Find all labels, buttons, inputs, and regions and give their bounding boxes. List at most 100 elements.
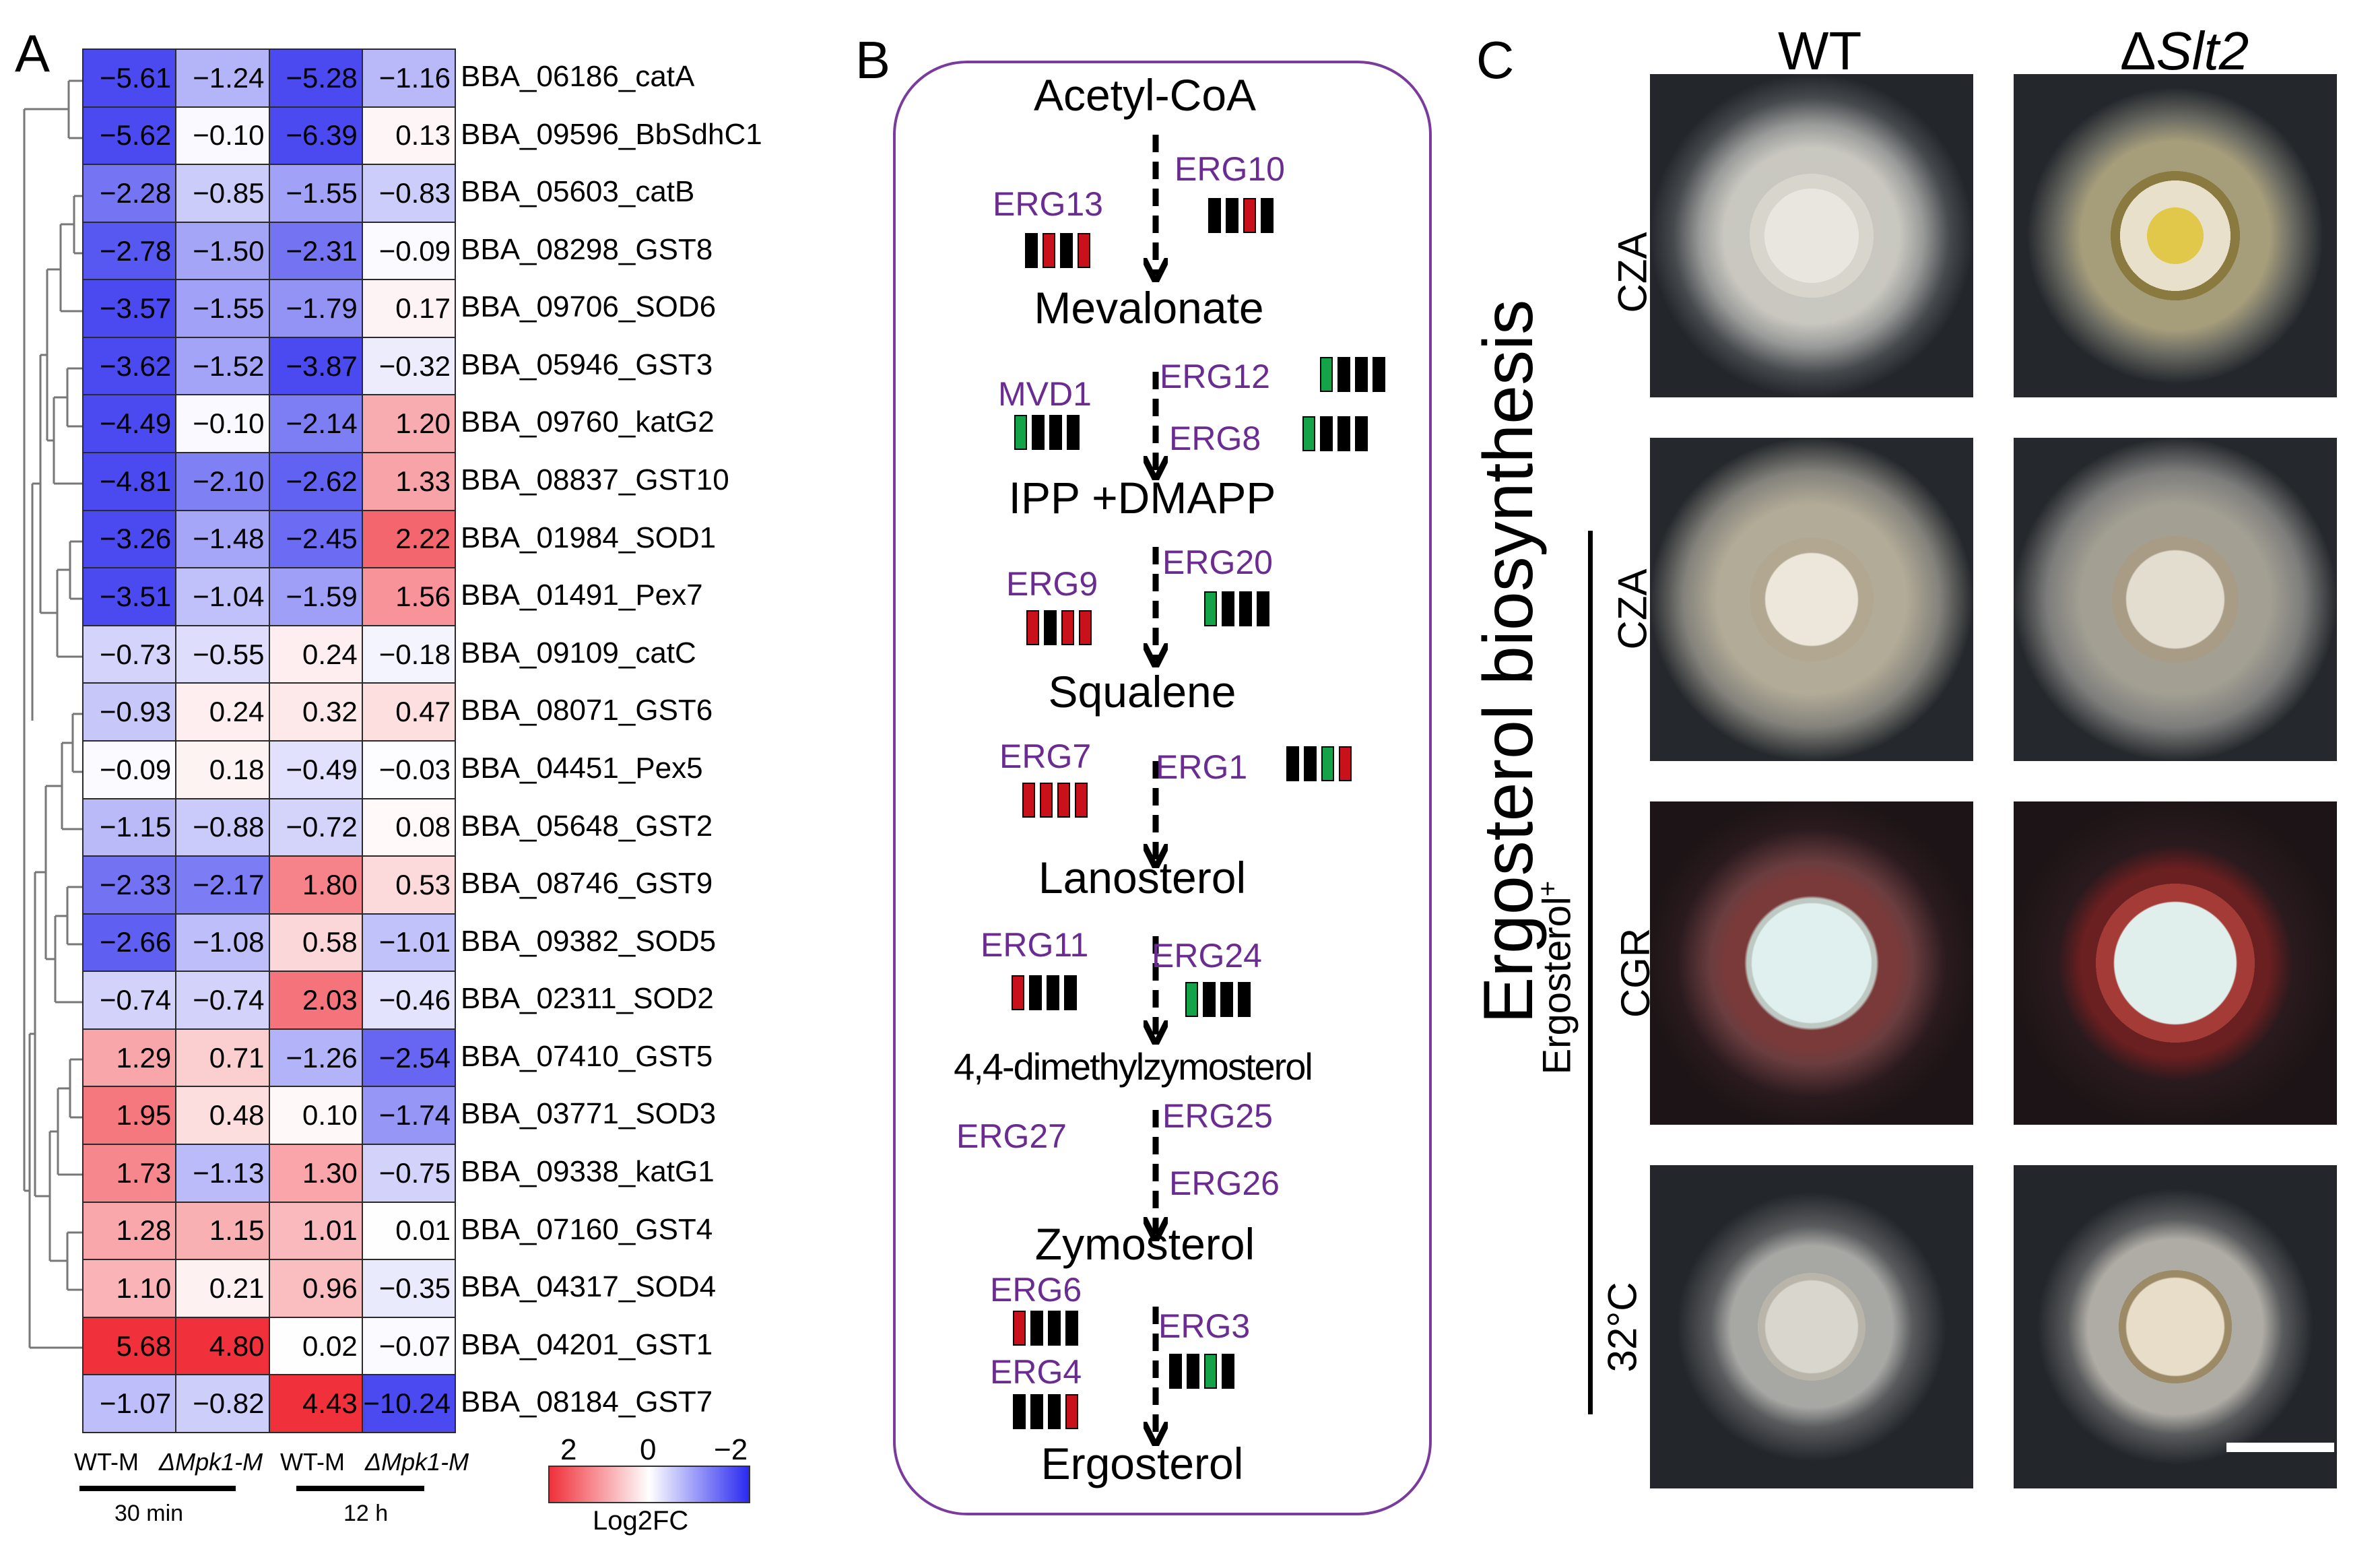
heatmap-cell: 0.21 xyxy=(175,1259,270,1318)
gene-label: BBA_03771_SOD3 xyxy=(461,1097,717,1131)
expression-bar xyxy=(1208,198,1221,233)
heatmap-cell: 0.32 xyxy=(268,682,363,742)
scale-bar xyxy=(2226,1443,2334,1452)
heatmap-cell: 0.13 xyxy=(361,106,456,166)
pathway-frame xyxy=(893,61,1432,1515)
metabolite-ipp-dmapp: IPP +DMAPP xyxy=(1008,473,1276,523)
expression-bar xyxy=(1204,1354,1217,1389)
gene-label: BBA_08298_GST8 xyxy=(461,232,713,266)
metabolite-acetyl-coa: Acetyl-CoA xyxy=(1033,70,1257,120)
enzyme-erg10: ERG10 xyxy=(1175,150,1285,188)
expression-bar xyxy=(1012,975,1024,1010)
heatmap-cell: 1.95 xyxy=(82,1086,177,1146)
metabolite-zymosterol: Zymosterol xyxy=(1034,1219,1255,1269)
heatmap-cell: −0.07 xyxy=(361,1316,456,1376)
heatmap-cell: −2.28 xyxy=(82,164,177,223)
expression-bar xyxy=(1169,1354,1182,1389)
heatmap-cell: −1.59 xyxy=(268,567,363,626)
expression-bars-erg1 xyxy=(1286,746,1352,781)
expression-bars-erg7 xyxy=(1022,783,1088,818)
heatmap-cell: 0.71 xyxy=(175,1028,270,1088)
expression-bar xyxy=(1079,610,1092,645)
expression-bar xyxy=(1339,746,1352,781)
gene-label: BBA_08184_GST7 xyxy=(461,1385,713,1419)
heatmap-grid: −5.61 −1.24 −5.28 −1.16 −5.62 −0.10 −6.39 0.13−… xyxy=(82,48,456,1433)
condition-label-cza-top: CZA xyxy=(1610,232,1655,313)
gene-label: BBA_09760_katG2 xyxy=(461,405,715,439)
expression-bar xyxy=(1226,198,1238,233)
gene-label: BBA_04201_GST1 xyxy=(461,1327,713,1361)
gene-label: BBA_08746_GST9 xyxy=(461,867,713,900)
expression-bar xyxy=(1030,1394,1043,1429)
enzyme-erg11: ERG11 xyxy=(981,926,1089,964)
expression-bar xyxy=(1261,198,1274,233)
expression-bar xyxy=(1032,415,1045,450)
expression-bar xyxy=(1048,1394,1061,1429)
gene-label: BBA_09382_SOD5 xyxy=(461,924,717,958)
heatmap-cell: −0.09 xyxy=(82,740,177,799)
gene-label: BBA_09706_SOD6 xyxy=(461,290,717,324)
heatmap-cell: 0.18 xyxy=(175,740,270,799)
heatmap-cell: 1.29 xyxy=(82,1028,177,1088)
heatmap-cell: 1.28 xyxy=(82,1201,177,1261)
gene-label: BBA_07410_GST5 xyxy=(461,1039,713,1073)
expression-bar xyxy=(1040,783,1053,818)
heatmap-cell: −1.55 xyxy=(268,164,363,223)
heatmap-cell: −0.74 xyxy=(175,971,270,1030)
enzyme-mvd1: MVD1 xyxy=(998,375,1092,413)
heatmap-cell: −6.39 xyxy=(268,106,363,166)
expression-bar xyxy=(1257,591,1269,626)
heatmap-cell: −2.14 xyxy=(268,394,363,454)
panel-label-c: C xyxy=(1476,30,1515,90)
heatmap-cell: −0.74 xyxy=(82,971,177,1030)
heatmap-cell: −1.04 xyxy=(175,567,270,626)
heatmap-cell: −1.79 xyxy=(268,279,363,338)
heatmap-cell: −0.10 xyxy=(175,394,270,454)
heatmap-cell: 1.80 xyxy=(268,855,363,915)
expression-bar xyxy=(1185,982,1198,1017)
heatmap-cell: −2.31 xyxy=(268,221,363,281)
gene-label: BBA_08837_GST10 xyxy=(461,463,729,497)
heatmap-cell: −0.49 xyxy=(268,740,363,799)
heatmap-cell: 0.17 xyxy=(361,279,456,338)
col-label-wt-12h: WT-M xyxy=(280,1448,345,1476)
gene-label: BBA_01491_Pex7 xyxy=(461,579,703,612)
heatmap-cell: −1.07 xyxy=(82,1374,177,1433)
expression-bar xyxy=(1373,357,1385,392)
legend-tick-pos2: 2 xyxy=(560,1433,577,1466)
gene-label: BBA_09109_catC xyxy=(461,636,696,669)
expression-bar xyxy=(1044,610,1057,645)
metabolite-ergosterol: Ergosterol xyxy=(1040,1439,1244,1488)
enzyme-erg12: ERG12 xyxy=(1160,358,1270,395)
heatmap-cell: 1.30 xyxy=(268,1144,363,1203)
heatmap-cell: 1.15 xyxy=(175,1201,270,1261)
expression-bar xyxy=(1187,1354,1199,1389)
heatmap-cell: −0.72 xyxy=(268,797,363,857)
metabolite-lanosterol: Lanosterol xyxy=(1038,853,1247,902)
heatmap-cell: −3.57 xyxy=(82,279,177,338)
col-label-mpk1-12h: ΔMpk1-M xyxy=(365,1448,469,1476)
heatmap-cell: 4.43 xyxy=(268,1374,363,1433)
enzyme-erg13: ERG13 xyxy=(993,185,1103,223)
enzyme-erg20: ERG20 xyxy=(1162,544,1273,581)
heatmap-cell: −0.10 xyxy=(175,106,270,166)
enzyme-erg26: ERG26 xyxy=(1169,1164,1280,1202)
heatmap-cell: 1.33 xyxy=(361,452,456,511)
enzyme-erg4: ERG4 xyxy=(990,1353,1082,1391)
heatmap-cell: −3.26 xyxy=(82,509,177,569)
expression-bar xyxy=(1302,416,1315,451)
expression-bars-erg11 xyxy=(1012,975,1077,1010)
heatmap-cell: −0.55 xyxy=(175,624,270,684)
enzyme-erg24: ERG24 xyxy=(1152,937,1262,975)
expression-bar xyxy=(1222,1354,1234,1389)
gene-label: BBA_08071_GST6 xyxy=(461,694,713,727)
gene-label: BBA_09338_katG1 xyxy=(461,1155,715,1189)
heatmap-cell: 0.02 xyxy=(268,1316,363,1376)
expression-bar xyxy=(1243,198,1256,233)
heatmap-cell: 1.20 xyxy=(361,394,456,454)
heatmap-cell: −0.75 xyxy=(361,1144,456,1203)
enzyme-erg27: ERG27 xyxy=(956,1117,1067,1155)
panel-label-b: B xyxy=(855,30,891,90)
expression-bar xyxy=(1321,746,1334,781)
expression-bar xyxy=(1203,982,1216,1017)
